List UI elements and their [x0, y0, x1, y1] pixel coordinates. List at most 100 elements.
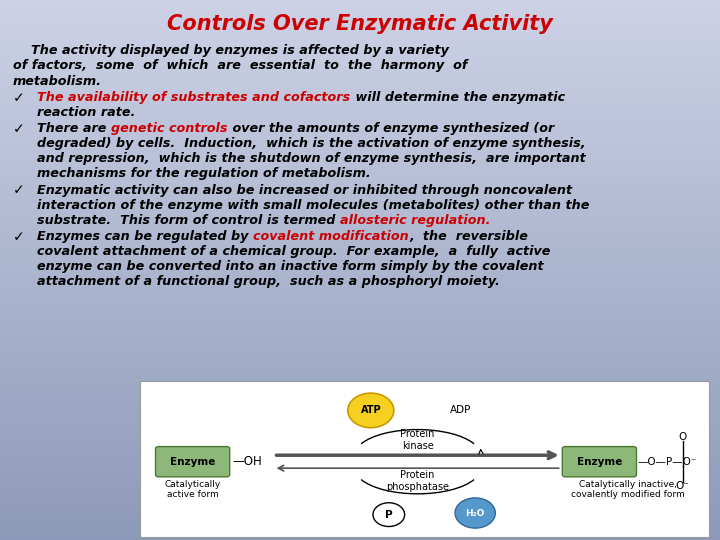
Bar: [0, 328, 720, 329]
Bar: [0, 324, 720, 326]
Bar: [0, 477, 720, 479]
Bar: [0, 414, 720, 416]
Bar: [0, 135, 720, 137]
Bar: [0, 266, 720, 268]
Bar: [0, 396, 720, 398]
Bar: [0, 166, 720, 167]
Circle shape: [348, 393, 394, 428]
FancyBboxPatch shape: [140, 381, 709, 537]
Bar: [0, 417, 720, 420]
Bar: [0, 139, 720, 140]
Bar: [0, 123, 720, 124]
Bar: [0, 466, 720, 468]
Bar: [0, 336, 720, 339]
Bar: [0, 65, 720, 66]
Bar: [0, 436, 720, 437]
Text: enzyme can be converted into an inactive form simply by the covalent: enzyme can be converted into an inactive…: [37, 260, 544, 273]
Bar: [0, 506, 720, 508]
Bar: [0, 198, 720, 200]
Bar: [0, 201, 720, 204]
Bar: [0, 227, 720, 228]
Bar: [0, 385, 720, 387]
Bar: [0, 380, 720, 382]
Bar: [0, 255, 720, 258]
Text: O: O: [678, 433, 687, 442]
Bar: [0, 447, 720, 448]
Bar: [0, 216, 720, 218]
Text: O⁻: O⁻: [675, 481, 690, 491]
Bar: [0, 130, 720, 131]
Bar: [0, 272, 720, 274]
Bar: [0, 101, 720, 103]
Bar: [0, 448, 720, 450]
Bar: [0, 147, 720, 150]
Bar: [0, 274, 720, 275]
Text: ✓: ✓: [13, 184, 24, 198]
Bar: [0, 362, 720, 363]
Text: H₂O: H₂O: [466, 509, 485, 517]
Text: Controls Over Enzymatic Activity: Controls Over Enzymatic Activity: [167, 14, 553, 33]
Bar: [0, 497, 720, 498]
Text: ✓: ✓: [13, 122, 24, 136]
Bar: [0, 245, 720, 247]
Bar: [0, 455, 720, 457]
Bar: [0, 7, 720, 9]
Bar: [0, 275, 720, 277]
Bar: [0, 509, 720, 511]
Bar: [0, 177, 720, 178]
Bar: [0, 146, 720, 147]
Bar: [0, 486, 720, 488]
Bar: [0, 126, 720, 128]
Bar: [0, 366, 720, 367]
Text: There are: There are: [37, 122, 112, 135]
Bar: [0, 200, 720, 201]
Bar: [0, 474, 720, 475]
Bar: [0, 428, 720, 430]
Bar: [0, 471, 720, 474]
Bar: [0, 23, 720, 25]
Bar: [0, 66, 720, 69]
Text: of factors,  some  of  which  are  essential  to  the  harmony  of: of factors, some of which are essential …: [13, 59, 467, 72]
Bar: [0, 389, 720, 390]
Bar: [0, 518, 720, 520]
Bar: [0, 383, 720, 385]
Bar: [0, 292, 720, 293]
Bar: [0, 160, 720, 162]
Bar: [0, 221, 720, 223]
Bar: [0, 220, 720, 221]
Bar: [0, 0, 720, 2]
Bar: [0, 329, 720, 331]
Bar: [0, 11, 720, 12]
Bar: [0, 525, 720, 528]
Bar: [0, 308, 720, 309]
Bar: [0, 81, 720, 83]
Bar: [0, 194, 720, 196]
Bar: [0, 390, 720, 393]
Bar: [0, 211, 720, 212]
Bar: [0, 353, 720, 355]
Bar: [0, 313, 720, 315]
Bar: [0, 232, 720, 234]
FancyBboxPatch shape: [562, 447, 636, 477]
Bar: [0, 502, 720, 504]
Bar: [0, 15, 720, 16]
Bar: [0, 254, 720, 255]
Bar: [0, 25, 720, 27]
Bar: [0, 309, 720, 312]
Bar: [0, 45, 720, 47]
Bar: [0, 423, 720, 425]
Text: Protein
kinase: Protein kinase: [400, 429, 435, 451]
Bar: [0, 312, 720, 313]
Bar: [0, 144, 720, 146]
Bar: [0, 299, 720, 301]
Bar: [0, 517, 720, 518]
Bar: [0, 117, 720, 119]
Bar: [0, 106, 720, 108]
Bar: [0, 259, 720, 261]
Bar: [0, 162, 720, 164]
Bar: [0, 481, 720, 482]
Bar: [0, 501, 720, 502]
Bar: [0, 225, 720, 227]
Text: The activity displayed by enzymes is affected by a variety: The activity displayed by enzymes is aff…: [13, 44, 449, 57]
Bar: [0, 150, 720, 151]
